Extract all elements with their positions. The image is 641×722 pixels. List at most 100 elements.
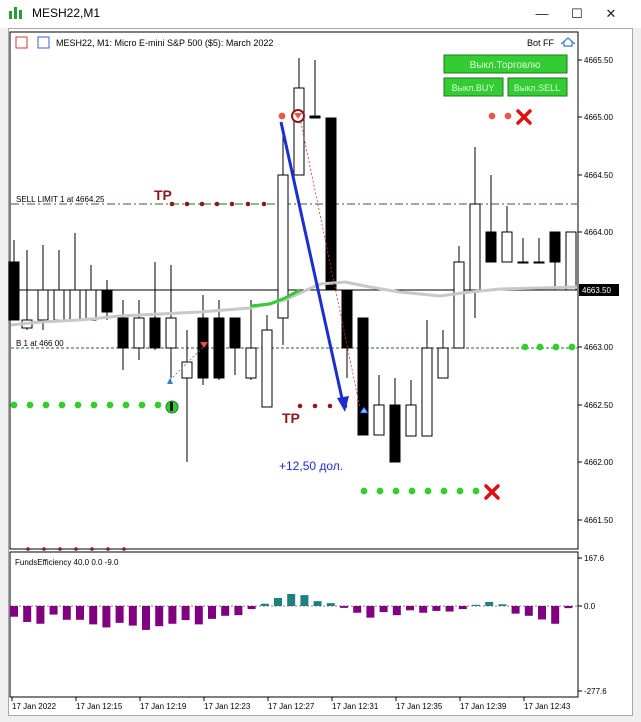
price-label: 4665.00 [584,113,613,122]
indicator-bar [524,606,533,616]
indicator-bar [419,606,428,613]
profit-label: +12,50 дол. [279,459,343,473]
candle-body [533,261,545,264]
maximize-button[interactable]: ☐ [571,6,583,21]
indicator-bar [155,606,164,627]
indicator-bar [247,606,256,610]
buy-tp-dots-row [521,343,576,351]
time-label: 17 Jan 12:35 [396,702,443,711]
price-label: 4665.50 [584,56,613,65]
indicator-bar [379,606,388,613]
sell-marker-icon [199,341,209,349]
indicator-bar [194,606,203,625]
candle-body [437,347,449,379]
candle-body [517,261,529,264]
candle-body [325,117,337,291]
indicator-bar [221,606,230,616]
indicator-bar [406,606,414,611]
mt5-chart-icon [9,7,22,19]
indicator-bar [485,601,494,606]
candle-body [373,404,385,436]
indicator-bar [340,606,348,608]
indicator-bar [260,603,269,606]
indicator-bar [23,606,32,622]
indicator-bar [458,606,467,610]
indicator-bar [49,606,58,615]
trade-connector-line [299,117,361,409]
candle-body [117,317,129,349]
indicator-bar [392,606,401,616]
trend-arrow-line [279,121,345,404]
time-label: 17 Jan 12:31 [332,702,379,711]
indicator-bar [142,606,150,630]
indicator-bar [181,606,190,621]
indicator-bar [326,603,335,606]
candle-body [213,317,225,379]
indicator-scale-label: 167.6 [584,554,605,563]
indicator-bar [115,606,124,623]
candle-body [165,317,177,349]
chart-header: MESH22, M1: Micro E-mini S&P 500 ($5): M… [15,36,576,49]
candle-body [133,317,145,349]
price-label: 4664.50 [584,171,613,180]
price-label: 4661.50 [584,516,613,525]
tp-dots-upper [169,201,267,207]
minimize-button[interactable]: — [535,6,549,21]
candle-body [501,231,513,263]
time-label: 17 Jan 12:43 [524,702,571,711]
indicator-bar [445,606,454,612]
current-price-tag: 4663.50 [579,284,619,296]
moving-average-highlight [249,288,301,308]
tp-label-upper: TP [154,187,172,203]
buy-marker-icon [167,378,173,384]
candle-body [549,231,561,263]
indicator-bar [366,606,375,618]
close-cross-icon [484,484,500,500]
candle-body [149,317,161,349]
buy-trade-connector-line [169,344,206,381]
price-label: 4662.00 [584,458,613,467]
chart-info: MESH22, M1: Micro E-mini S&P 500 ($5): M… [56,38,273,48]
time-label: 17 Jan 12:27 [268,702,315,711]
sell-exit-marker-icon [359,406,369,414]
candle-body [37,289,49,321]
indicator-bar [313,601,322,606]
close-cross-icon [516,109,532,125]
close-button[interactable]: ✕ [605,6,617,21]
time-label: 17 Jan 12:15 [76,702,123,711]
price-label: 4664.00 [584,228,613,237]
trade-off-button[interactable]: Выкл.Торговлю [443,54,568,74]
indicator-bar [10,606,18,617]
tp-dots-indicator [26,547,126,551]
indicator-bar [287,593,296,606]
svg-text:Выкл.Торговлю: Выкл.Торговлю [470,60,541,71]
svg-text:4663.50: 4663.50 [582,286,611,295]
sell-dots [278,112,512,120]
candle-body [309,115,321,119]
candle-body [405,404,417,437]
indicator-bar [234,606,243,616]
period-icon [37,36,50,49]
svg-text:Выкл.SELL: Выкл.SELL [514,83,560,93]
candle-body [293,87,305,176]
candle-body [453,261,465,349]
indicator-plot-area[interactable] [9,551,579,698]
tp-label-lower: TP [282,410,300,426]
expert-name: Bot FF [527,38,555,48]
indicator-bar [36,606,45,624]
candle-body [357,317,369,436]
indicator-bar [551,606,560,624]
sell-off-button[interactable]: Выкл.SELL [507,77,568,97]
indicator-bar [498,604,507,606]
buy-off-button[interactable]: Выкл.BUY [443,77,504,97]
price-axis: 4665.50 4665.00 4664.50 4664.00 4663.00 … [578,56,613,525]
time-axis: 17 Jan 2022 17 Jan 12:15 17 Jan 12:19 17… [11,697,571,711]
buy-entry-icon [165,400,179,414]
window-titlebar: MESH22,M1 — ☐ ✕ [0,0,641,28]
time-label: 17 Jan 12:23 [204,702,251,711]
indicator-bar [128,606,137,626]
candle-body [469,203,481,291]
indicator-name: FundsEfficiency 40.0 0.0 -9.0 [15,558,119,567]
indicator-bar [472,604,480,606]
